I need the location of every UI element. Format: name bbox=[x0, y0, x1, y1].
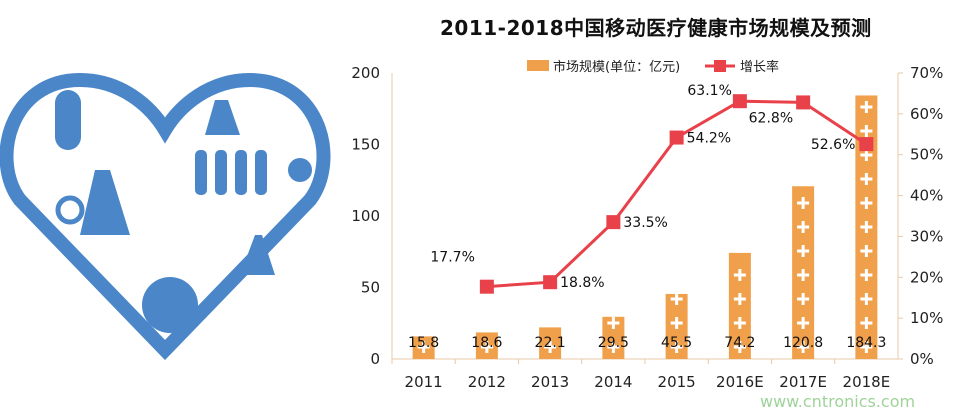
bar-cross-pattern bbox=[797, 317, 810, 329]
growth-rate-marker-2017E bbox=[796, 95, 811, 110]
y-right-tick-label: 20% bbox=[910, 268, 943, 286]
bar-cross-pattern bbox=[860, 269, 873, 281]
growth-rate-label: 33.5% bbox=[623, 215, 667, 231]
bar-cross-pattern bbox=[797, 245, 810, 257]
legend-bar-label: 市场规模(单位：亿元) bbox=[553, 59, 680, 75]
chart-title: 2011-2018中国移动医疗健康市场规模及预测 bbox=[440, 16, 872, 40]
y-left-tick-label: 0 bbox=[370, 350, 380, 368]
bar-cross-pattern bbox=[733, 341, 746, 353]
legend: 市场规模(单位：亿元) 增长率 bbox=[527, 59, 779, 75]
bar-data-label: 74.2 bbox=[724, 335, 755, 351]
bar-data-label: 184.3 bbox=[846, 335, 886, 351]
bar-cross-pattern bbox=[670, 317, 683, 329]
y-left-tick-label: 100 bbox=[351, 207, 380, 225]
bar-cross-pattern bbox=[607, 317, 620, 329]
bar-cross-pattern bbox=[733, 317, 746, 329]
x-tick-label: 2014 bbox=[594, 373, 632, 391]
bar-data-label: 29.5 bbox=[598, 335, 629, 351]
bar-cross-pattern bbox=[860, 293, 873, 305]
legend-line-marker bbox=[714, 60, 726, 72]
growth-rate-label: 52.6% bbox=[811, 137, 855, 153]
growth-rate-label: 18.8% bbox=[560, 275, 604, 291]
bar-cross-pattern bbox=[733, 293, 746, 305]
y-right-tick-label: 40% bbox=[910, 187, 943, 205]
growth-rate-marker-2012 bbox=[479, 279, 494, 294]
bar-cross-pattern bbox=[860, 173, 873, 185]
legend-line-label: 增长率 bbox=[740, 59, 779, 75]
growth-rate-marker-2014 bbox=[606, 215, 621, 230]
bar-cross-pattern bbox=[797, 269, 810, 281]
bar-cross-pattern bbox=[860, 125, 873, 137]
x-tick-label: 2017E bbox=[779, 373, 827, 391]
bar-data-label: 120.8 bbox=[783, 335, 823, 351]
watermark: www.cntronics.com bbox=[760, 392, 916, 411]
bar-data-label: 15.8 bbox=[408, 335, 439, 351]
growth-rate-marker-2013 bbox=[543, 275, 558, 290]
x-tick-label: 2018E bbox=[843, 373, 891, 391]
x-tick-label: 2011 bbox=[405, 373, 443, 391]
growth-rate-marker-2015 bbox=[669, 130, 684, 145]
x-tick-label: 2015 bbox=[658, 373, 696, 391]
bar-cross-pattern bbox=[860, 341, 873, 353]
bar-2016E bbox=[728, 252, 751, 359]
bar-cross-pattern bbox=[733, 269, 746, 281]
x-tick-label: 2012 bbox=[468, 373, 506, 391]
bar-data-label: 18.6 bbox=[471, 335, 502, 351]
y-left-tick-label: 50 bbox=[361, 279, 380, 297]
y-right-tick-label: 0% bbox=[910, 350, 934, 368]
bar-cross-pattern bbox=[797, 197, 810, 209]
growth-rate-marker-2016E bbox=[732, 94, 747, 109]
bar-cross-pattern bbox=[797, 293, 810, 305]
bar-data-label: 45.5 bbox=[661, 335, 692, 351]
bar-cross-pattern bbox=[860, 317, 873, 329]
growth-rate-label: 17.7% bbox=[430, 250, 474, 266]
bar-cross-pattern bbox=[860, 245, 873, 257]
bar-cross-pattern bbox=[670, 293, 683, 305]
bar-cross-pattern bbox=[797, 221, 810, 233]
y-left-tick-label: 200 bbox=[351, 64, 380, 82]
bar-data-label: 22.1 bbox=[535, 335, 566, 351]
bar-cross-pattern bbox=[860, 101, 873, 113]
x-tick-label: 2013 bbox=[531, 373, 569, 391]
growth-rate-label: 62.8% bbox=[749, 110, 793, 126]
bar-cross-pattern bbox=[607, 341, 620, 353]
y-right-tick-label: 30% bbox=[910, 227, 943, 245]
growth-rate-marker-2018E bbox=[859, 137, 874, 152]
y-right-tick-label: 60% bbox=[910, 105, 943, 123]
y-left-tick-label: 150 bbox=[351, 136, 380, 154]
medical-heart-illustration bbox=[0, 72, 331, 360]
x-tick-label: 2016E bbox=[716, 373, 764, 391]
y-right-tick-label: 50% bbox=[910, 146, 943, 164]
growth-rate-label: 63.1% bbox=[687, 83, 731, 99]
y-right-tick-label: 70% bbox=[910, 64, 943, 82]
legend-bar-swatch bbox=[527, 60, 549, 71]
growth-rate-label: 54.2% bbox=[687, 131, 731, 147]
bar-cross-pattern bbox=[480, 341, 493, 353]
bar-cross-pattern bbox=[860, 221, 873, 233]
bar-cross-pattern bbox=[797, 341, 810, 353]
bar-cross-pattern bbox=[670, 341, 683, 353]
bar-cross-pattern bbox=[860, 197, 873, 209]
bar-cross-pattern bbox=[417, 341, 430, 353]
y-right-tick-label: 10% bbox=[910, 309, 943, 327]
bar-cross-pattern bbox=[544, 341, 557, 353]
